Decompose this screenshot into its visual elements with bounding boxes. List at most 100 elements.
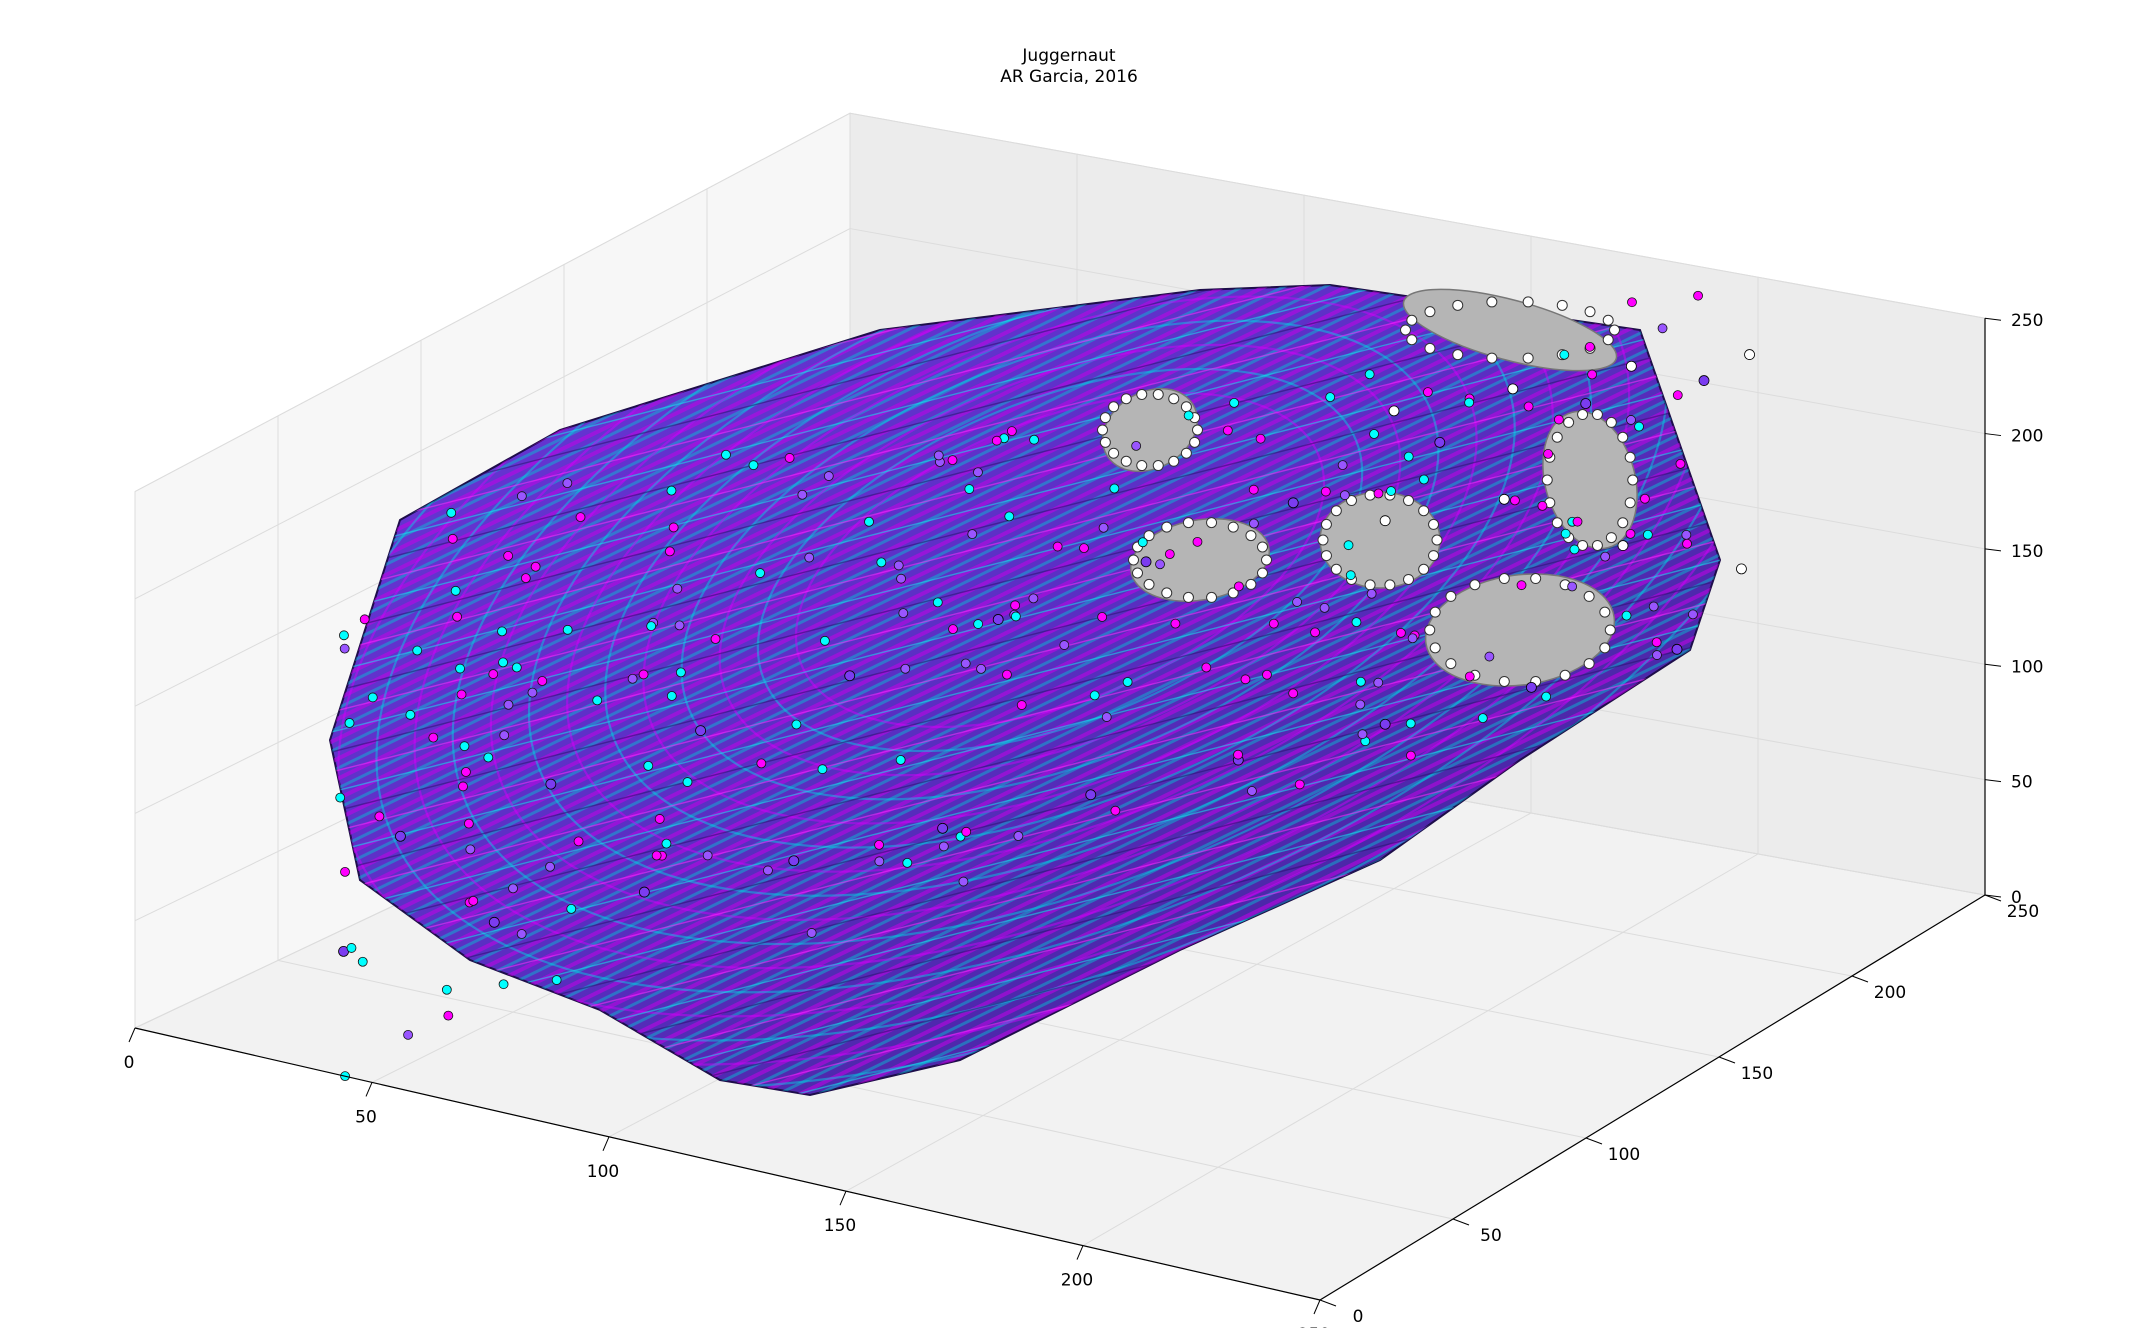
data-point bbox=[651, 850, 662, 861]
highlight-blob bbox=[1542, 410, 1638, 550]
data-point bbox=[638, 669, 649, 680]
data-point bbox=[1617, 540, 1629, 551]
highlight-point bbox=[1428, 550, 1440, 562]
data-point bbox=[1621, 610, 1632, 621]
y-tick-mark bbox=[1718, 1056, 1736, 1064]
highlight-point bbox=[1591, 409, 1603, 421]
highlight-point bbox=[1486, 352, 1498, 364]
data-point bbox=[1355, 699, 1366, 710]
data-point bbox=[573, 836, 584, 847]
data-point bbox=[1572, 516, 1583, 527]
data-point bbox=[446, 507, 457, 518]
data-point bbox=[455, 663, 465, 674]
streak-line bbox=[330, 359, 1720, 741]
data-point bbox=[1516, 580, 1527, 591]
data-point bbox=[1310, 627, 1320, 638]
data-point bbox=[1233, 749, 1243, 760]
data-point bbox=[702, 850, 713, 861]
data-point bbox=[1580, 398, 1592, 409]
scatter-points bbox=[335, 288, 1755, 1082]
data-point bbox=[592, 695, 603, 706]
highlight-point bbox=[1108, 447, 1120, 459]
data-point bbox=[367, 692, 378, 703]
data-point bbox=[1386, 486, 1396, 496]
data-point bbox=[1248, 484, 1259, 495]
highlight-point bbox=[1604, 624, 1616, 636]
data-point bbox=[896, 573, 906, 584]
data-point bbox=[874, 856, 885, 867]
data-point bbox=[1379, 515, 1391, 527]
grid-line bbox=[849, 112, 1986, 319]
data-point bbox=[1085, 789, 1097, 801]
highlight-point bbox=[1418, 563, 1430, 575]
highlight-point bbox=[1320, 550, 1332, 562]
data-point bbox=[1364, 369, 1375, 380]
highlight-point bbox=[1206, 591, 1218, 603]
streak-line bbox=[330, 499, 1720, 881]
highlight-point bbox=[1551, 431, 1563, 443]
highlight-point bbox=[1498, 573, 1510, 585]
z-tick-label: 200 bbox=[2011, 427, 2043, 447]
data-point bbox=[1292, 597, 1302, 607]
data-point bbox=[359, 614, 370, 625]
x-tick-label: 200 bbox=[1061, 1271, 1093, 1291]
grid-line bbox=[1082, 853, 1759, 1247]
streak-line bbox=[330, 639, 1720, 1021]
arc-texture bbox=[718, 343, 1402, 777]
y-tick-label: 100 bbox=[1608, 1145, 1640, 1165]
data-point bbox=[967, 529, 978, 540]
highlight-point bbox=[1180, 447, 1192, 459]
y-tick-label: 50 bbox=[1480, 1226, 1502, 1246]
grid-line bbox=[134, 112, 851, 493]
highlight-point bbox=[1245, 578, 1257, 590]
highlight-point bbox=[1120, 393, 1132, 405]
data-point bbox=[450, 585, 461, 596]
data-point bbox=[344, 718, 355, 728]
data-point bbox=[1233, 581, 1244, 592]
x-tick-mark bbox=[839, 1191, 847, 1206]
streak-line bbox=[330, 319, 1720, 701]
highlight-point bbox=[1424, 306, 1436, 318]
data-point bbox=[666, 691, 677, 701]
data-point bbox=[468, 895, 479, 906]
z-tick-mark bbox=[1984, 663, 2002, 667]
data-point bbox=[1464, 671, 1475, 682]
highlight-point bbox=[1431, 534, 1443, 546]
chart-subtitle: AR Garcia, 2016 bbox=[1000, 67, 1138, 87]
data-point bbox=[937, 822, 948, 834]
highlight-point bbox=[1182, 517, 1194, 529]
data-point bbox=[1569, 544, 1580, 555]
highlight-point bbox=[1182, 591, 1194, 603]
x-tick-mark bbox=[128, 1027, 136, 1043]
data-point bbox=[1651, 637, 1662, 648]
streak-line bbox=[330, 285, 1720, 581]
highlight-point bbox=[1424, 624, 1436, 636]
data-point bbox=[452, 611, 463, 622]
data-point bbox=[960, 658, 971, 669]
x-tick-label: 0 bbox=[124, 1053, 135, 1073]
highlight-point bbox=[1418, 505, 1430, 517]
data-point bbox=[499, 730, 510, 741]
highlight-point bbox=[1599, 606, 1611, 618]
highlight-point bbox=[1563, 416, 1575, 428]
highlight-point bbox=[1486, 296, 1498, 308]
z-tick-label: 50 bbox=[2011, 773, 2033, 793]
data-point bbox=[1626, 415, 1636, 425]
data-point bbox=[562, 624, 573, 635]
data-point bbox=[516, 491, 527, 502]
data-point bbox=[964, 484, 975, 494]
data-point bbox=[1379, 718, 1391, 730]
highlight-point bbox=[1452, 299, 1464, 311]
data-point bbox=[961, 826, 972, 837]
data-point bbox=[844, 670, 856, 682]
tick-labels: 0501001502002500501001502002500501001502… bbox=[124, 311, 2044, 1328]
data-point bbox=[497, 626, 507, 637]
data-point bbox=[1657, 323, 1668, 334]
data-point bbox=[483, 752, 494, 763]
data-point bbox=[339, 630, 349, 641]
x-tick-mark bbox=[365, 1082, 373, 1097]
highlight-point bbox=[1609, 324, 1620, 336]
x-tick-mark bbox=[602, 1136, 610, 1151]
highlight-point bbox=[1227, 521, 1239, 533]
data-point bbox=[672, 583, 683, 594]
